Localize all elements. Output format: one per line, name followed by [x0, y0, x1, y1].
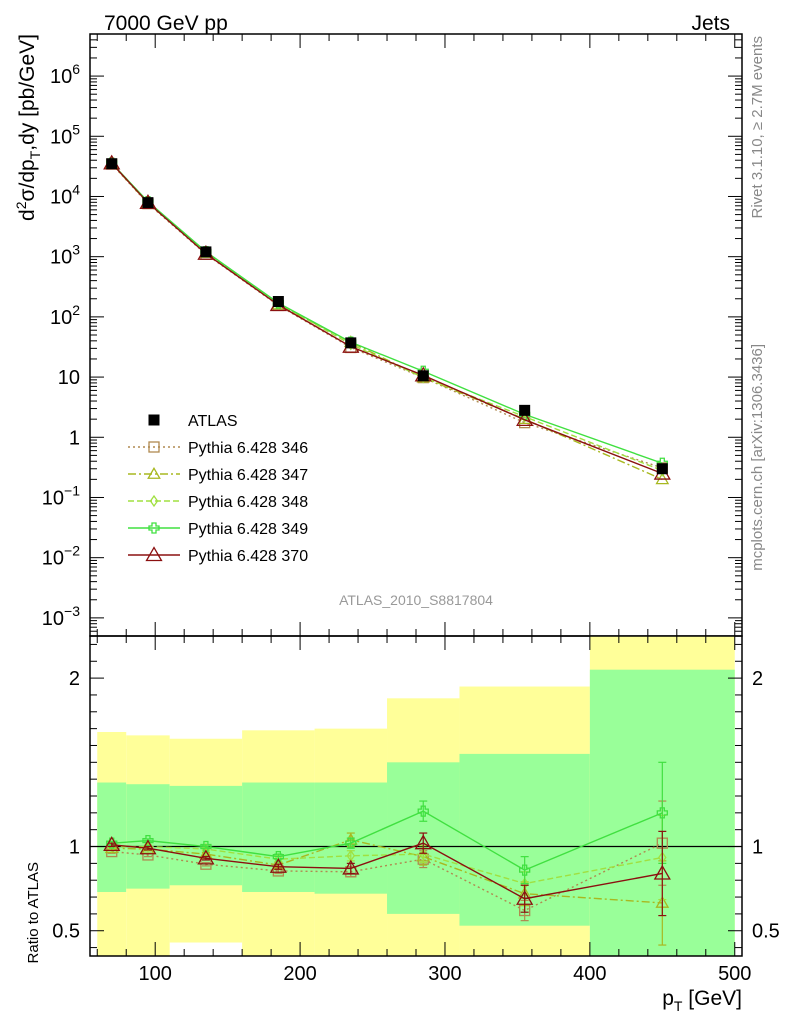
main-y-tick-label: 10	[58, 367, 80, 389]
ratio-series-layer	[103, 761, 671, 946]
legend-label-1: Pythia 6.428 347	[188, 467, 308, 484]
ratio-x-tick-label: 500	[718, 963, 751, 985]
atlas-point	[272, 296, 284, 308]
main-ylabel: d2σ/dpT,dy [pb/GeV]	[13, 34, 43, 221]
ratio-x-tick-label: 100	[139, 963, 172, 985]
ratio-y-tick-label: 0.5	[52, 921, 80, 943]
ratio-series-point-4	[516, 889, 534, 905]
ratio-series-point-3	[142, 834, 154, 847]
atlas-point	[200, 246, 212, 258]
ratio-bands	[90, 636, 742, 956]
legend-label-3: Pythia 6.428 349	[188, 521, 308, 538]
ratio-y-tick-label-right: 2	[752, 668, 763, 690]
main-y-tick-label: 102	[50, 302, 80, 329]
ratio-series-line-3	[111, 810, 663, 871]
main-y-tick-label: 10−1	[42, 482, 80, 509]
legend-label-atlas: ATLAS	[188, 413, 238, 430]
atlas-point	[345, 337, 357, 349]
legend-marker-4	[145, 546, 163, 562]
legend-marker-1	[147, 466, 161, 479]
atlas-point	[519, 404, 531, 416]
header-left: 7000 GeV pp	[104, 12, 228, 35]
ratio-y-tick-label: 1	[69, 837, 80, 859]
main-series-line-4	[111, 162, 663, 475]
rivet-label: Rivet 3.1.10, ≥ 2.7M events	[749, 36, 766, 219]
ratio-series-point-3	[200, 840, 212, 853]
ratio-series-point-4	[139, 839, 157, 855]
atlas-point	[656, 463, 668, 475]
ratio-series-point-3	[417, 805, 429, 817]
ratio-band-1sigma	[126, 784, 170, 889]
main-y-tick-label: 10−2	[42, 543, 80, 570]
main-y-tick-label: 104	[50, 181, 80, 208]
ratio-series-point-4	[269, 857, 287, 873]
ratio-axes: 0.5 0.5 1 1 2 2 100 200 300 400 500	[52, 636, 780, 985]
legend-label-0: Pythia 6.428 346	[188, 440, 308, 457]
ratio-series-point-4	[653, 864, 671, 880]
legend-label-4: Pythia 6.428 370	[188, 548, 308, 565]
main-y-tick-label: 103	[50, 242, 80, 269]
ratio-series-point-3	[519, 864, 531, 876]
ratio-series-line-4	[111, 842, 663, 900]
main-y-tick-label: 106	[50, 61, 80, 88]
ratio-xlabel: pT [GeV]	[662, 987, 742, 1014]
ratio-series-line-2	[111, 845, 663, 885]
main-frame	[89, 33, 743, 637]
ratio-ylabel: Ratio to ATLAS	[25, 862, 42, 963]
ratio-frame	[89, 635, 743, 957]
legend-marker-0	[148, 441, 160, 453]
ratio-series-point-4	[103, 836, 121, 852]
legend-marker-3	[148, 522, 160, 534]
main-series-layer	[103, 154, 671, 485]
atlas-point	[142, 197, 154, 209]
ratio-y-tick-label: 2	[69, 668, 80, 690]
mcplots-label: mcplots.cern.ch [arXiv:1306.3436]	[749, 344, 766, 571]
legend-label-2: Pythia 6.428 348	[188, 494, 308, 511]
ratio-series-line-0	[111, 842, 663, 912]
ratio-x-tick-label: 400	[573, 963, 606, 985]
ratio-series-point-4	[197, 849, 215, 865]
ratio-x-tick-label: 200	[283, 963, 316, 985]
legend: ATLAS Pythia 6.428 346 Pythia 6.428 347 Pyt…	[128, 413, 308, 565]
header-right: Jets	[691, 12, 730, 35]
analysis-label: ATLAS_2010_S8817804	[339, 592, 493, 608]
main-series-line-1	[111, 163, 663, 480]
ratio-y-tick-label-right: 1	[752, 837, 763, 859]
main-y-tick-label: 105	[50, 121, 80, 148]
ratio-y-tick-label-right: 0.5	[752, 921, 780, 943]
ratio-series-point-4	[342, 859, 360, 875]
main-series-line-3	[111, 162, 663, 464]
ratio-series-point-3	[656, 807, 668, 819]
atlas-point	[417, 370, 429, 382]
main-series-point-4	[516, 411, 534, 426]
main-y-tick-label: 1	[69, 427, 80, 449]
legend-marker-atlas	[148, 414, 160, 426]
ratio-series-point-2	[418, 847, 428, 861]
ratio-series-point-4	[414, 834, 432, 850]
main-y-tick-label: 10−3	[42, 603, 80, 630]
main-axes: 10−3 10−2 10−1 1 10 102 103 104 105 106	[42, 33, 742, 637]
ratio-series-point-3	[345, 837, 357, 849]
ratio-x-tick-label: 300	[428, 963, 461, 985]
legend-marker-2	[149, 494, 159, 508]
atlas-point	[106, 158, 118, 170]
ratio-band-1sigma	[169, 785, 243, 886]
